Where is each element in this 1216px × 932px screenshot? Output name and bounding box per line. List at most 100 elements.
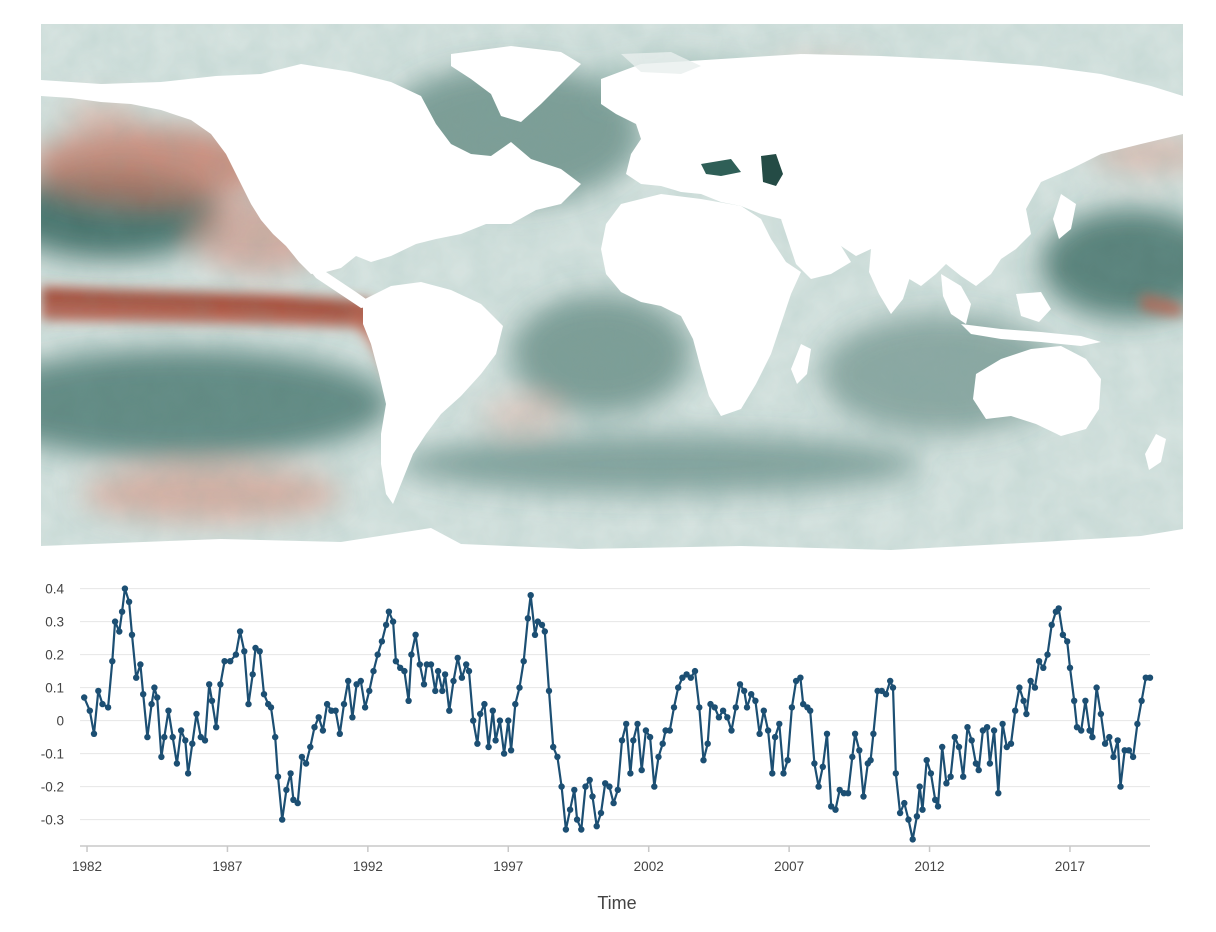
- data-point: [323, 700, 331, 708]
- data-point: [597, 809, 605, 817]
- data-point: [901, 799, 908, 807]
- data-point: [538, 621, 546, 629]
- data-points: [81, 585, 1154, 843]
- data-point: [531, 631, 539, 638]
- data-point: [470, 717, 477, 724]
- data-point: [719, 707, 727, 714]
- data-point: [148, 700, 155, 708]
- data-point: [213, 724, 220, 731]
- y-tick-label: 0.3: [45, 615, 64, 630]
- data-point: [586, 776, 593, 784]
- data-point: [272, 733, 279, 741]
- data-point: [756, 730, 763, 737]
- data-point: [659, 740, 666, 747]
- data-point: [463, 661, 470, 668]
- data-point: [832, 806, 839, 813]
- data-point: [566, 806, 574, 813]
- australia-land: [973, 346, 1101, 436]
- x-tick-label: 2002: [634, 859, 664, 874]
- madagascar-land: [791, 344, 811, 384]
- data-point: [366, 687, 373, 695]
- data-point: [357, 677, 364, 685]
- data-point: [736, 681, 744, 688]
- data-point: [823, 730, 831, 737]
- data-point: [520, 658, 527, 665]
- data-point: [1035, 658, 1043, 665]
- data-point: [111, 618, 119, 625]
- data-point: [927, 770, 935, 777]
- data-point: [392, 658, 400, 665]
- data-point: [221, 658, 228, 665]
- x-tick-label: 2017: [1055, 859, 1085, 874]
- data-point: [732, 704, 739, 711]
- data-point: [748, 691, 755, 698]
- india-land: [869, 249, 911, 314]
- data-point: [728, 727, 735, 734]
- data-point: [302, 760, 310, 767]
- data-point: [420, 681, 428, 688]
- data-point: [1110, 753, 1117, 761]
- central-america-land: [303, 262, 371, 308]
- data-point: [481, 700, 488, 708]
- data-point: [1064, 638, 1071, 645]
- data-point: [477, 710, 484, 718]
- data-point: [545, 687, 553, 695]
- data-point: [378, 638, 386, 645]
- data-point: [815, 783, 822, 790]
- data-point: [623, 720, 630, 728]
- data-point: [454, 654, 461, 662]
- sst-anomaly-map-svg: [41, 24, 1183, 554]
- data-point: [1089, 733, 1096, 741]
- y-tick-label: -0.2: [41, 780, 64, 795]
- data-point: [882, 691, 890, 698]
- data-point: [646, 733, 654, 741]
- data-point: [189, 740, 196, 747]
- data-point: [458, 674, 466, 681]
- data-point: [177, 727, 185, 734]
- data-point: [1101, 740, 1109, 747]
- data-point: [1114, 737, 1121, 744]
- y-tick-label: -0.3: [41, 813, 64, 828]
- data-point: [137, 661, 144, 668]
- data-point: [776, 720, 783, 728]
- data-point: [666, 727, 673, 734]
- data-point: [670, 704, 678, 711]
- data-point: [630, 737, 637, 744]
- data-point: [849, 753, 856, 761]
- data-point: [771, 733, 779, 741]
- data-point: [554, 753, 561, 761]
- data-point: [206, 681, 213, 688]
- data-point: [788, 704, 796, 711]
- data-point: [385, 608, 393, 615]
- data-point: [349, 714, 356, 721]
- data-point: [916, 783, 923, 790]
- x-tick-label: 1982: [72, 859, 102, 874]
- data-point: [1059, 631, 1067, 638]
- data-point: [370, 667, 377, 675]
- data-point: [550, 743, 557, 751]
- data-point: [780, 770, 787, 777]
- data-point: [128, 631, 136, 638]
- data-point: [896, 809, 904, 817]
- indonesia-land: [961, 324, 1101, 346]
- inland-seas: [621, 52, 783, 186]
- x-axis-title: Time: [597, 893, 636, 913]
- data-point: [995, 790, 1002, 797]
- data-point: [193, 710, 200, 718]
- data-point: [913, 813, 921, 820]
- x-axis-ticks: 1982 1987 1992 1997 2002 2007 2012 2017: [72, 846, 1085, 874]
- data-point: [104, 704, 112, 711]
- data-point: [81, 694, 88, 701]
- greenland-land: [451, 46, 581, 122]
- data-point: [307, 743, 314, 751]
- data-point: [1023, 710, 1030, 718]
- africa-land: [601, 194, 801, 416]
- data-point: [319, 727, 327, 734]
- data-point: [182, 737, 189, 744]
- data-point: [675, 684, 682, 691]
- data-point: [412, 631, 419, 638]
- data-point: [434, 667, 442, 675]
- data-point: [441, 671, 449, 678]
- data-point: [1086, 727, 1093, 734]
- data-point: [208, 697, 216, 704]
